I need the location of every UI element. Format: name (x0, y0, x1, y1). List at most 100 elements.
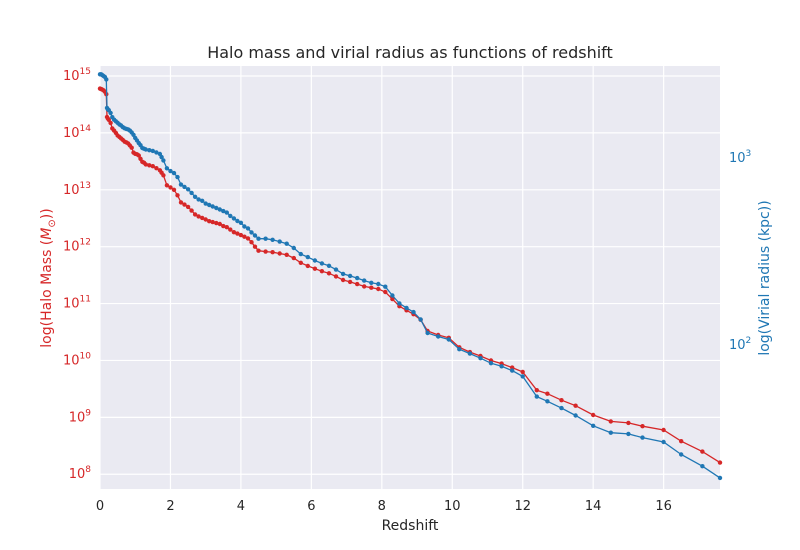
radius-point (161, 158, 166, 163)
mass-point (231, 230, 237, 235)
radius-point (362, 278, 367, 283)
radius-point (333, 267, 339, 272)
radius-point (178, 182, 184, 187)
radius-point (210, 204, 215, 209)
radius-point (175, 174, 180, 180)
radius-point (196, 197, 201, 202)
radius-point (277, 239, 282, 244)
x-tick-label: 10 (444, 499, 461, 514)
mass-point (108, 120, 113, 126)
series-layer (97, 72, 723, 481)
radius-point (510, 368, 515, 373)
radius-point (182, 184, 187, 190)
left-y-axis-label-suffix: )) (39, 208, 55, 219)
left-y-tick-label: 108 (69, 465, 92, 482)
mass-point (252, 244, 258, 249)
radius-point (390, 293, 395, 298)
radius-point (256, 236, 261, 241)
left-y-axis-label-symbol: M (39, 228, 55, 240)
mass-point (573, 403, 578, 408)
chart-title: Halo mass and virial radius as functions… (207, 43, 613, 62)
radius-point (238, 220, 244, 225)
radius-point (284, 241, 289, 246)
right-y-tick-label: 103 (729, 149, 751, 166)
radius-point (312, 258, 318, 263)
mass-point (143, 162, 148, 167)
radius-point (347, 273, 353, 279)
radius-point (298, 251, 303, 257)
grid (99, 66, 720, 489)
radius-point (235, 218, 240, 224)
left-y-axis: 108 109 1010 1011 1012 1013 1014 1015 (63, 67, 91, 482)
x-tick-label: 2 (166, 499, 174, 514)
radius-point (626, 431, 631, 437)
mass-point (362, 284, 367, 289)
mass-point (333, 274, 339, 279)
mass-point (161, 173, 166, 178)
left-y-axis-label-subscript: ⊙ (47, 219, 58, 227)
left-y-axis-label-prefix: log(Halo Mass ( (39, 240, 55, 348)
mass-point (136, 153, 141, 158)
left-y-tick-label: 1012 (63, 238, 91, 255)
mass-point (305, 263, 310, 269)
mass-point (717, 460, 723, 465)
mass-point (196, 214, 201, 219)
radius-point (411, 309, 416, 315)
mass-point (224, 225, 229, 230)
radius-point (252, 233, 258, 238)
radius-point (217, 207, 222, 212)
left-y-axis-label: log(Halo Mass (M⊙)) (39, 208, 58, 347)
radius-point (171, 170, 177, 176)
mass-point (168, 185, 173, 190)
radius-point (291, 245, 296, 251)
radius-point (679, 452, 684, 457)
mass-point (700, 449, 705, 454)
mass-point (591, 412, 596, 418)
radius-point (270, 237, 275, 242)
radius-point (446, 337, 451, 342)
left-y-tick-label: 1013 (63, 181, 91, 198)
mass-point (203, 217, 208, 222)
radius-point (545, 399, 550, 404)
radius-point (534, 394, 539, 399)
radius-point (159, 154, 164, 160)
x-tick-label: 16 (655, 499, 672, 514)
mass-point (270, 250, 275, 255)
mass-point (383, 289, 388, 295)
radius-point (640, 435, 645, 440)
radius-point (591, 423, 596, 428)
radius-point (224, 210, 229, 215)
mass-point (221, 223, 226, 229)
radius-point (305, 254, 310, 260)
radius-point (168, 168, 173, 174)
mass-point (355, 281, 360, 287)
radius-point (376, 281, 381, 287)
left-y-tick-label: 109 (69, 408, 92, 425)
radius-point (383, 284, 388, 289)
mass-point (559, 398, 564, 403)
mass-point (178, 200, 184, 205)
x-tick-label: 12 (514, 499, 531, 514)
mass-point (640, 424, 645, 429)
mass-point (340, 277, 346, 283)
radius-point (369, 280, 374, 285)
mass-point (210, 219, 215, 225)
mass-point (182, 202, 187, 207)
mass-point (520, 369, 525, 375)
x-axis: 0 2 4 6 8 10 12 14 16 (96, 499, 672, 514)
radius-point (245, 226, 251, 231)
mass-point (608, 419, 613, 424)
mass-point (545, 391, 550, 396)
radius-point (717, 475, 723, 481)
radius-point (203, 201, 208, 206)
radius-point (559, 405, 564, 411)
left-y-tick-label: 1011 (63, 295, 91, 312)
radius-point (207, 202, 212, 208)
radius-point (457, 347, 462, 352)
mass-point (312, 266, 318, 271)
mass-point (189, 208, 194, 213)
radius-point (185, 187, 191, 192)
radius-point (467, 351, 473, 356)
left-y-tick-label: 1010 (63, 351, 91, 368)
mass-point (164, 183, 170, 188)
